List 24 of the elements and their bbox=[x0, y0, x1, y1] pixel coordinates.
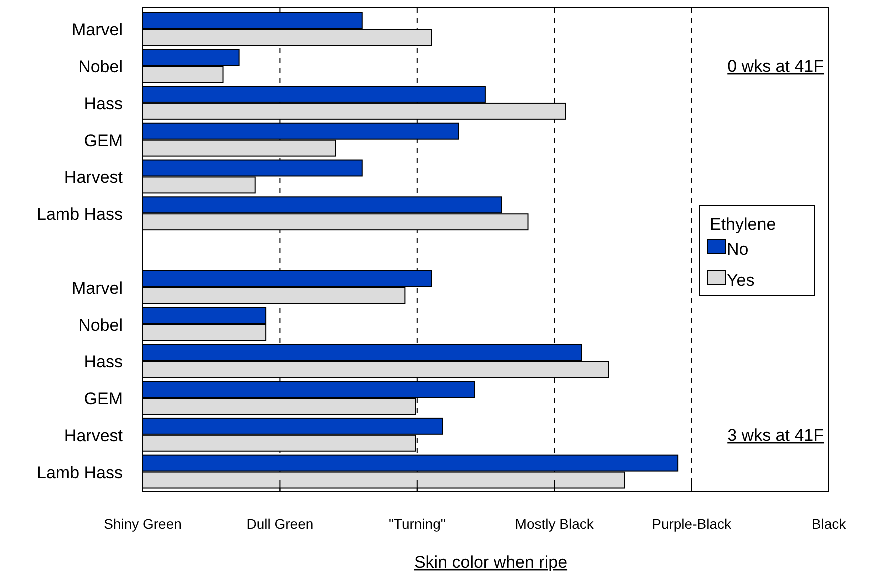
y-tick-label: Nobel bbox=[78, 316, 123, 335]
text: "Turning" bbox=[388, 516, 446, 532]
x-axis-title: Skin color when ripe bbox=[414, 553, 568, 572]
y-tick-label: GEM bbox=[84, 131, 123, 150]
text: 0 wks at 41F bbox=[728, 57, 824, 76]
text: 3 wks at 41F bbox=[728, 426, 824, 445]
y-tick-label: Harvest bbox=[64, 426, 124, 446]
legend-label: Yes bbox=[727, 271, 755, 290]
legend-label: No bbox=[727, 240, 749, 259]
text: Shiny Green bbox=[104, 516, 182, 532]
y-tick-label: Nobel bbox=[78, 58, 123, 77]
text: Mostly Black bbox=[515, 516, 595, 532]
y-tick-label: Hass bbox=[84, 94, 123, 114]
y-tick-label: Hass bbox=[84, 352, 123, 372]
y-tick-label: Lamb Hass bbox=[37, 205, 123, 224]
y-tick-label: Marvel bbox=[72, 20, 123, 40]
y-tick-label: GEM bbox=[84, 390, 123, 409]
text: Dull Green bbox=[246, 516, 314, 532]
legend-title: Ethylene bbox=[710, 215, 776, 234]
y-tick-label: Lamb Hass bbox=[37, 463, 123, 482]
y-tick-label: Harvest bbox=[64, 168, 124, 188]
text: Black bbox=[812, 516, 848, 532]
y-tick-label: Marvel bbox=[72, 278, 123, 298]
text: Purple-Black bbox=[652, 516, 732, 532]
